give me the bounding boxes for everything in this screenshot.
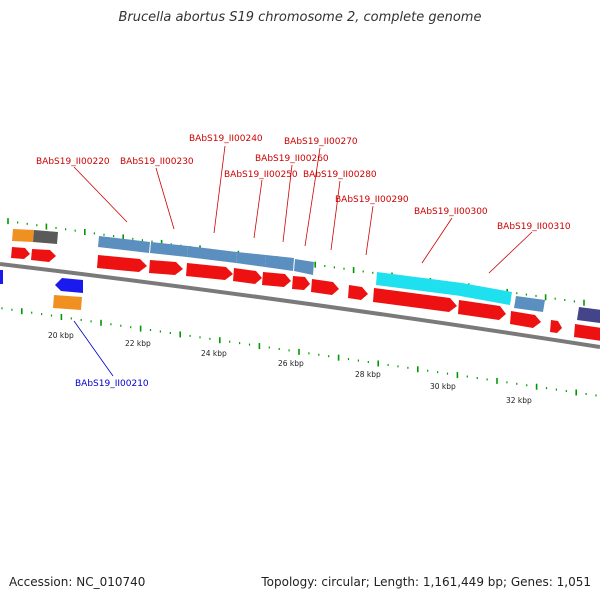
feature-ring-outer bbox=[12, 229, 600, 323]
gene-label: BAbS19_II00280 bbox=[303, 170, 377, 180]
feature-steelblue bbox=[150, 242, 188, 257]
cds-arrow bbox=[11, 247, 30, 259]
map-title: Brucella abortus S19 chromosome 2, compl… bbox=[118, 10, 482, 25]
cds-arrow bbox=[97, 255, 147, 272]
feature-blue-reverse bbox=[0, 270, 3, 284]
scale-label: 20 kbp bbox=[48, 331, 74, 340]
cds-arrow bbox=[373, 288, 457, 312]
feature-cyan bbox=[460, 283, 512, 305]
gene-label: BAbS19_II00270 bbox=[284, 137, 358, 147]
cds-ring bbox=[11, 247, 600, 341]
scale-labels: 20 kbp 22 kbp 24 kbp 26 kbp 28 kbp 30 kbp 32 k… bbox=[48, 331, 532, 405]
feature-grey bbox=[33, 230, 58, 244]
cds-arrow bbox=[574, 324, 600, 341]
callout-lines bbox=[73, 145, 533, 274]
chromosome-backbone bbox=[0, 262, 600, 349]
cds-arrow bbox=[262, 272, 291, 287]
feature-cyan bbox=[376, 272, 462, 296]
accession-text: Accession: NC_010740 bbox=[9, 575, 146, 589]
gene-label: BAbS19_II00290 bbox=[335, 195, 409, 205]
gene-label: BAbS19_II00230 bbox=[120, 157, 194, 167]
cds-arrow bbox=[233, 268, 262, 284]
callout-line-blue bbox=[73, 320, 114, 377]
gene-label: BAbS19_II00300 bbox=[414, 207, 488, 217]
scale-label: 22 kbp bbox=[125, 339, 151, 348]
genome-stats-text: Topology: circular; Length: 1,161,449 bp… bbox=[261, 575, 591, 589]
cds-arrow bbox=[149, 260, 183, 275]
feature-steelblue bbox=[187, 246, 237, 263]
scale-label: 30 kbp bbox=[430, 382, 456, 391]
gene-labels: BAbS19_II00220 BAbS19_II00230 BAbS19_II0… bbox=[36, 134, 571, 389]
feature-orange bbox=[53, 295, 82, 310]
gene-label: BAbS19_II00240 bbox=[189, 134, 263, 144]
feature-purple bbox=[577, 307, 600, 323]
inner-tick-row bbox=[1, 307, 597, 397]
scale-label: 24 kbp bbox=[201, 349, 227, 358]
feature-steelblue bbox=[514, 296, 545, 312]
cds-arrow bbox=[292, 276, 310, 290]
gene-label: BAbS19_II00250 bbox=[224, 170, 298, 180]
feature-steelblue bbox=[265, 255, 294, 271]
gene-label: BAbS19_II00260 bbox=[255, 154, 329, 164]
cds-arrow bbox=[348, 285, 368, 300]
feature-ring-inner bbox=[0, 270, 83, 310]
scale-label: 28 kbp bbox=[355, 370, 381, 379]
cds-arrow bbox=[31, 249, 56, 262]
scale-label: 32 kbp bbox=[506, 396, 532, 405]
cds-arrow bbox=[458, 300, 506, 320]
feature-blue-reverse bbox=[55, 278, 83, 293]
scale-label: 26 kbp bbox=[278, 359, 304, 368]
cds-arrow bbox=[510, 311, 541, 328]
cds-arrow bbox=[186, 263, 233, 280]
cds-arrow bbox=[550, 320, 562, 333]
feature-steelblue bbox=[236, 252, 266, 267]
feature-steelblue bbox=[98, 236, 150, 253]
cds-arrow bbox=[311, 279, 339, 295]
gene-label: BAbS19_II00310 bbox=[497, 222, 571, 232]
gene-label: BAbS19_II00220 bbox=[36, 157, 110, 167]
feature-orange bbox=[12, 229, 34, 242]
gene-label: BAbS19_II00210 bbox=[75, 379, 149, 389]
feature-steelblue bbox=[294, 259, 314, 275]
